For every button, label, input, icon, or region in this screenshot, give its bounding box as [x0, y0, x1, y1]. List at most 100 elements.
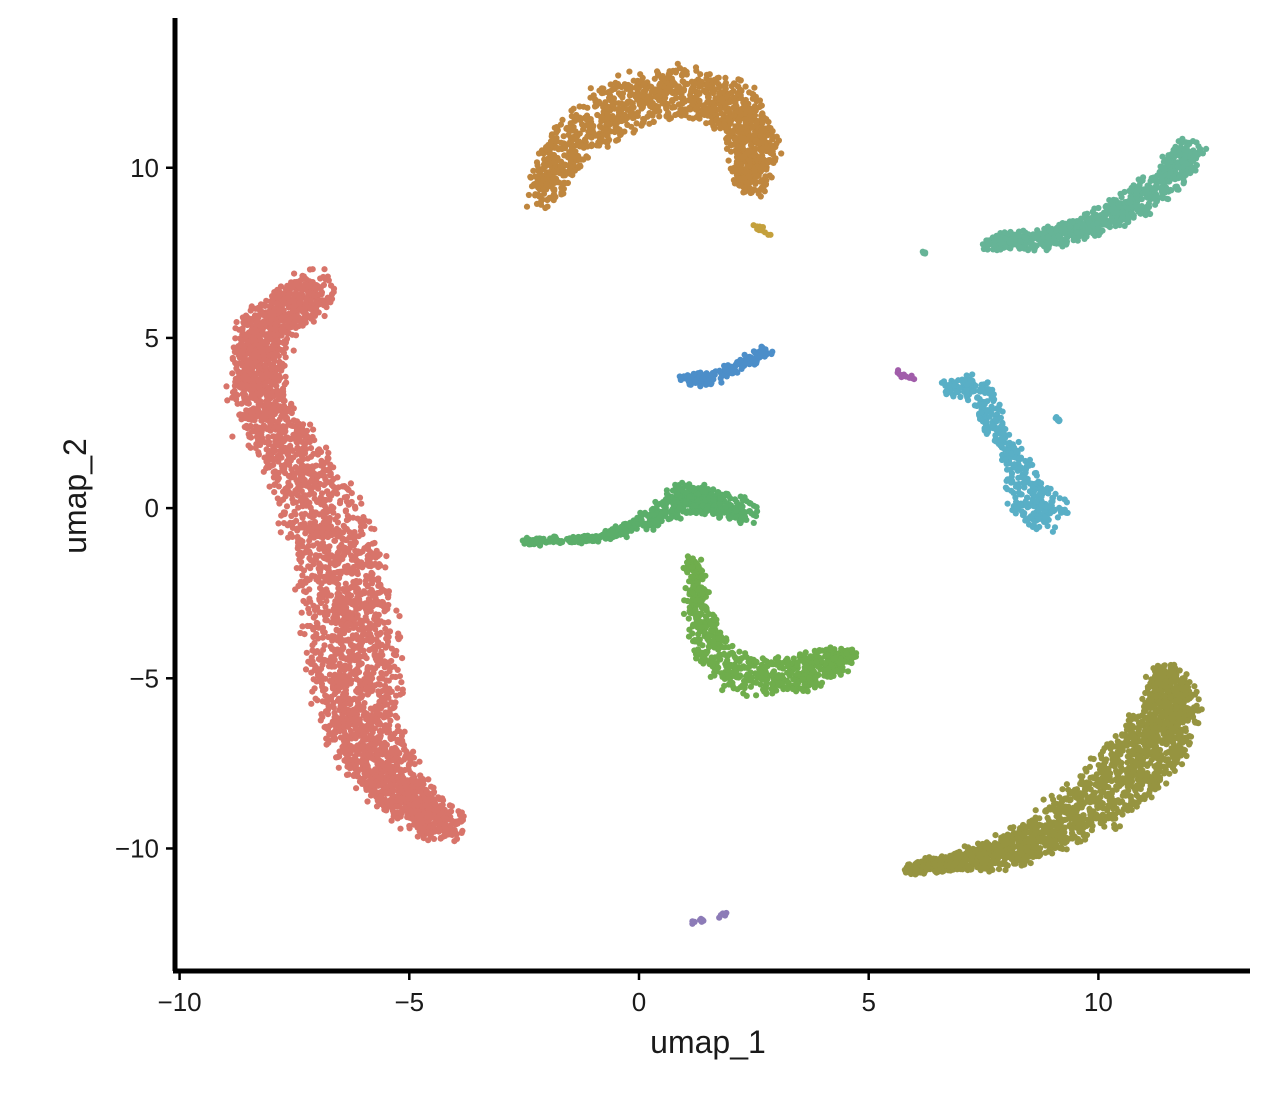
data-point: [340, 630, 348, 637]
data-point: [298, 609, 305, 616]
data-point: [319, 534, 326, 541]
data-point: [334, 490, 341, 497]
data-point: [252, 444, 259, 451]
data-point: [327, 592, 335, 599]
data-point: [276, 447, 283, 455]
data-point: [288, 409, 295, 417]
data-point: [343, 498, 351, 505]
data-point: [270, 308, 277, 315]
data-point: [350, 514, 357, 521]
data-point: [280, 423, 287, 430]
data-point: [371, 736, 378, 743]
data-point: [308, 315, 315, 322]
data-point: [243, 382, 250, 389]
data-point: [308, 660, 315, 668]
data-point: [425, 806, 432, 813]
data-point: [341, 563, 349, 570]
data-point: [224, 397, 231, 404]
data-point: [721, 121, 728, 128]
data-point: [288, 280, 295, 288]
data-point: [271, 489, 278, 496]
data-point: [329, 685, 337, 692]
data-point: [285, 472, 292, 480]
data-point: [308, 700, 315, 707]
data-point: [369, 570, 376, 578]
data-point: [318, 656, 325, 663]
data-point: [250, 375, 257, 382]
data-point: [317, 717, 324, 724]
data-point: [387, 734, 394, 741]
data-point: [396, 789, 403, 797]
data-point: [365, 596, 372, 603]
data-point: [342, 700, 349, 708]
data-point: [255, 314, 262, 321]
data-point: [241, 412, 249, 419]
data-point: [382, 746, 389, 753]
data-point: [323, 505, 330, 512]
data-point: [350, 581, 357, 588]
data-point: [284, 450, 291, 458]
data-point: [542, 163, 549, 170]
data-point: [264, 378, 271, 385]
data-point: [316, 566, 323, 573]
data-point: [276, 358, 283, 365]
data-point: [384, 701, 391, 708]
data-point: [584, 115, 591, 123]
data-point: [233, 319, 240, 326]
data-point: [382, 693, 389, 700]
data-point: [703, 109, 710, 116]
data-point: [260, 346, 267, 354]
data-point: [271, 448, 278, 455]
data-point: [361, 770, 368, 777]
data-point: [277, 375, 284, 382]
data-point: [257, 322, 264, 329]
data-point: [397, 825, 404, 832]
data-point: [320, 628, 327, 635]
data-point: [598, 114, 605, 122]
data-point: [285, 316, 292, 323]
data-point: [584, 154, 592, 161]
data-point: [386, 628, 394, 635]
data-point: [741, 102, 748, 110]
cluster-0: [223, 266, 467, 845]
data-point: [367, 747, 374, 754]
data-point: [327, 678, 335, 685]
data-point: [354, 749, 361, 756]
data-point: [290, 347, 297, 354]
data-point: [333, 627, 340, 634]
data-point: [257, 398, 264, 405]
data-point: [322, 276, 329, 283]
data-point: [318, 448, 325, 456]
data-point: [315, 291, 322, 298]
data-point: [316, 595, 323, 603]
data-point: [621, 111, 628, 119]
data-point: [299, 425, 306, 432]
data-point: [384, 642, 391, 649]
data-point: [250, 335, 257, 342]
data-point: [265, 434, 272, 441]
data-point: [587, 85, 594, 92]
data-point: [272, 364, 280, 371]
data-point: [313, 304, 320, 311]
data-point: [744, 179, 751, 186]
data-point: [396, 750, 403, 757]
data-point: [452, 829, 459, 836]
data-point: [352, 505, 359, 512]
data-point: [375, 756, 382, 763]
data-point: [331, 709, 338, 717]
data-point: [335, 585, 342, 592]
data-point: [344, 637, 351, 644]
data-point: [334, 637, 341, 644]
data-point: [340, 586, 347, 593]
data-point: [345, 591, 352, 599]
data-point: [346, 599, 353, 606]
data-point: [759, 119, 766, 126]
data-point: [330, 607, 337, 615]
data-point: [602, 127, 610, 134]
data-point: [311, 685, 318, 692]
data-point: [588, 134, 595, 141]
data-point: [375, 688, 382, 695]
data-point: [260, 468, 267, 475]
data-point: [299, 503, 306, 510]
